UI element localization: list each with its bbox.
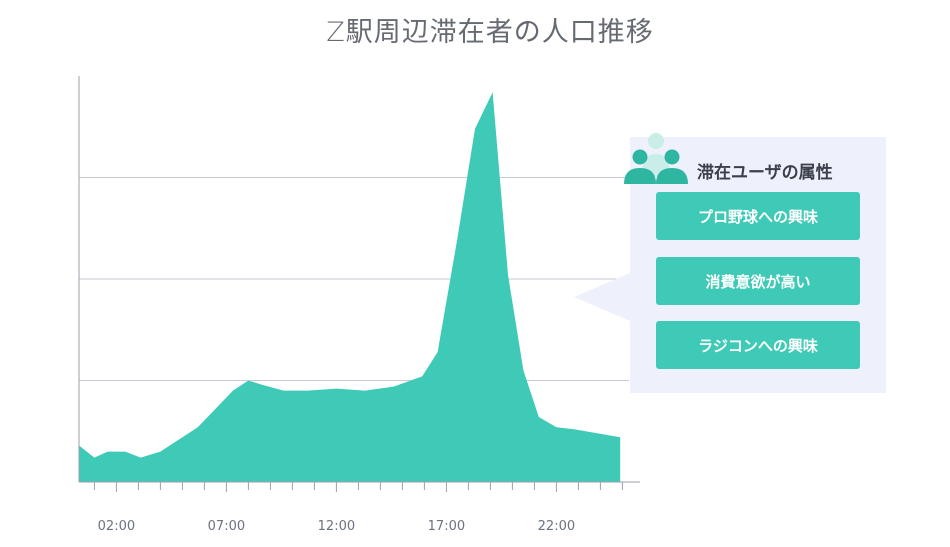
x-tick-label: 07:00 [208,519,245,534]
attribute-baseball-interest[interactable]: プロ野球への興味 [656,192,860,240]
grid-lines [79,177,629,381]
chart-title: Z駅周辺滞在者の人口推移 [326,17,654,48]
area-series [79,92,621,482]
panel-heading: 滞在ユーザの属性 [697,163,833,183]
x-tick-label: 17:00 [428,519,465,534]
axes [78,76,640,483]
x-tick-label: 22:00 [538,519,575,534]
area-fill [79,92,621,482]
users-group-icon [624,133,688,184]
x-tick-label: 02:00 [98,519,135,534]
attribute-rc-interest[interactable]: ラジコンへの興味 [656,321,860,369]
x-tick-label: 12:00 [318,519,355,534]
panel-pointer [574,273,630,321]
x-ticks: 02:00 07:00 12:00 17:00 22:00 [93,482,623,534]
attribute-high-spending[interactable]: 消費意欲が高い [656,257,860,305]
